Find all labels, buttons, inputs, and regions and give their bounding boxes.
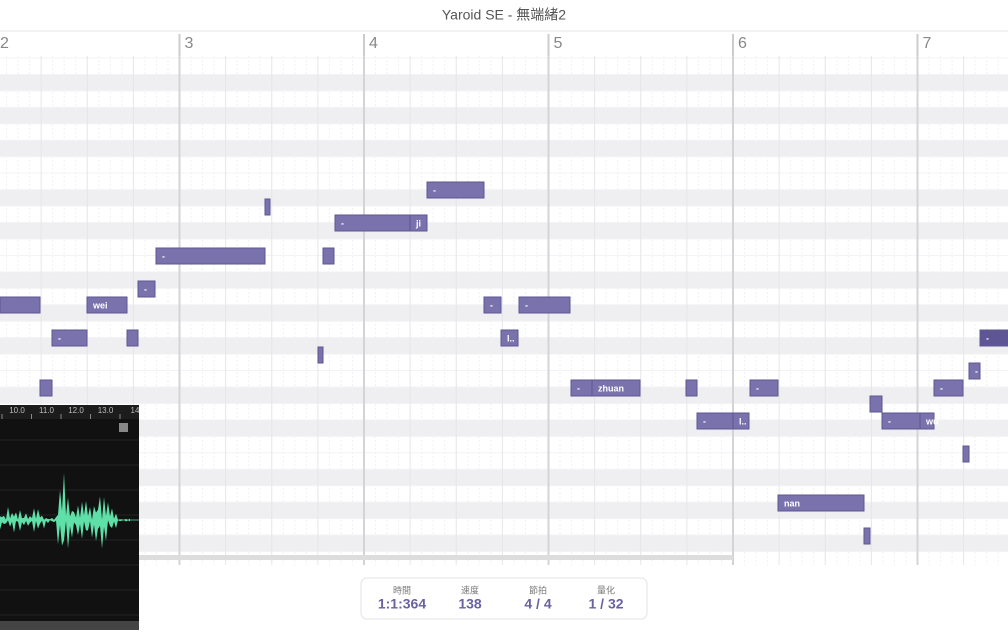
ruler-labels: 2 3 4 5 6 7 xyxy=(0,34,932,56)
note[interactable] xyxy=(962,445,970,463)
key-lane xyxy=(0,107,1008,124)
note[interactable] xyxy=(500,329,519,347)
note-lyric: l.. xyxy=(739,416,747,426)
bar-number: 4 xyxy=(369,35,378,52)
waveform-corner xyxy=(119,423,128,432)
note[interactable] xyxy=(0,296,41,314)
note[interactable] xyxy=(979,329,1008,347)
note[interactable] xyxy=(749,379,779,397)
note[interactable] xyxy=(317,346,324,364)
note[interactable] xyxy=(591,379,641,397)
key-lane xyxy=(0,140,1008,157)
status-label: 速度 xyxy=(461,584,479,595)
header xyxy=(0,0,1008,31)
status-value: 1 / 32 xyxy=(588,596,623,612)
bar-number: 7 xyxy=(923,35,932,52)
status-value: 4 / 4 xyxy=(524,596,551,612)
waveform-panel: 10.0 11.0 12.0 13.0 14 xyxy=(0,405,140,630)
note-lyric: - xyxy=(490,300,493,310)
note[interactable] xyxy=(86,296,128,314)
note[interactable] xyxy=(732,412,750,430)
waveform xyxy=(0,473,130,549)
note-lyric: - xyxy=(162,251,165,261)
note-lyric: - xyxy=(58,333,61,343)
note-lyric: - xyxy=(577,383,580,393)
bar-number: 5 xyxy=(554,35,563,52)
window-title: Yaroid SE - 無端緒2 xyxy=(442,7,566,23)
note-lyric: - xyxy=(433,185,436,195)
key-lane xyxy=(0,502,1008,519)
note-lyric: - xyxy=(940,383,943,393)
note[interactable] xyxy=(933,379,964,397)
note[interactable] xyxy=(51,329,88,347)
note[interactable] xyxy=(322,247,335,265)
key-lane xyxy=(0,419,1008,437)
status-label: 時間 xyxy=(393,585,411,595)
note-lyric: - xyxy=(986,333,989,343)
note-lyric: - xyxy=(703,416,706,426)
status-panel xyxy=(360,577,648,620)
key-lane xyxy=(0,304,1008,322)
key-lane xyxy=(0,387,1008,404)
waveform-tick: 13.0 xyxy=(98,406,114,415)
note[interactable] xyxy=(919,412,935,430)
waveform-tick: 14 xyxy=(131,406,140,415)
waveform-tick: 10.0 xyxy=(9,406,25,415)
notes: - - ji - - wei - - - l.. - - - zhuan - - - l.. - wu nan xyxy=(0,181,1008,545)
note-lyric: nan xyxy=(784,498,800,508)
grid xyxy=(0,56,1008,565)
status-label: 節拍 xyxy=(529,584,547,595)
waveform-tick: 12.0 xyxy=(68,406,84,415)
note-lyric: - xyxy=(525,300,528,310)
note[interactable] xyxy=(334,214,411,232)
note[interactable] xyxy=(126,329,139,347)
note-lyric: zhuan xyxy=(598,383,624,393)
note[interactable] xyxy=(409,214,428,232)
note[interactable] xyxy=(863,527,871,545)
note[interactable] xyxy=(777,494,865,512)
note-lyric: wei xyxy=(92,300,108,310)
note-lyric: - xyxy=(756,383,759,393)
note[interactable] xyxy=(483,296,502,314)
note[interactable] xyxy=(869,395,883,413)
note[interactable] xyxy=(426,181,485,199)
note-lyric: - xyxy=(975,366,978,376)
note-lyric: - xyxy=(341,218,344,228)
bar-number: 6 xyxy=(738,35,747,52)
note[interactable] xyxy=(518,296,571,314)
note-lyric: wu xyxy=(925,416,939,426)
bar-number: 2 xyxy=(0,35,9,52)
note-lyric: ji xyxy=(415,218,421,228)
note-lyric: - xyxy=(888,416,891,426)
note[interactable] xyxy=(155,247,266,265)
status-value: 1:1:364 xyxy=(378,596,426,612)
note[interactable] xyxy=(39,379,53,397)
scrollbar[interactable] xyxy=(0,555,733,560)
note[interactable] xyxy=(264,198,271,216)
waveform-scrollbar[interactable] xyxy=(0,621,139,630)
waveform-tick: 11.0 xyxy=(39,406,55,415)
bar-number: 3 xyxy=(185,35,194,52)
note[interactable] xyxy=(968,362,981,380)
note[interactable] xyxy=(137,280,156,298)
key-lane xyxy=(0,535,1008,552)
key-lane xyxy=(0,74,1008,91)
waveform-ruler xyxy=(0,405,139,419)
key-lane xyxy=(0,189,1008,207)
note-lyric: - xyxy=(144,284,147,294)
status-label: 量化 xyxy=(597,584,615,595)
note[interactable] xyxy=(685,379,698,397)
key-lane xyxy=(0,222,1008,239)
key-lane xyxy=(0,469,1008,486)
note-lyric: l.. xyxy=(507,333,515,343)
status-value: 138 xyxy=(458,596,482,612)
note[interactable] xyxy=(570,379,593,397)
ruler xyxy=(0,32,1008,56)
